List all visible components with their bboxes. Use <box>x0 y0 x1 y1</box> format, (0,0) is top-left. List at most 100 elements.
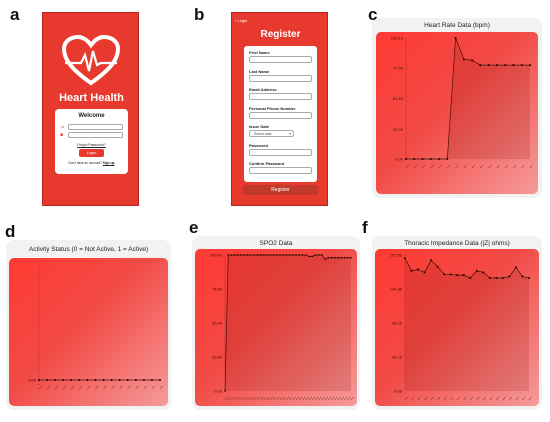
login-screen: Heart Health Welcome ☺ ■ Forgot Password… <box>42 12 139 206</box>
x-tick-mark <box>347 396 351 401</box>
x-tick-mark <box>257 396 260 401</box>
data-point <box>421 158 424 160</box>
x-tick-mark <box>463 164 467 169</box>
x-tick-mark <box>240 396 244 401</box>
x-tick-mark <box>496 164 500 169</box>
x-tick-mark <box>266 396 270 401</box>
date-placeholder: Select date <box>254 132 272 136</box>
no-account-text: Don't have an account? <box>68 161 102 165</box>
data-point <box>324 258 326 260</box>
data-point <box>94 379 97 381</box>
data-point <box>410 269 413 272</box>
data-point <box>501 276 504 279</box>
y-tick-label: 77.33 <box>393 66 404 71</box>
x-tick-mark <box>505 164 508 169</box>
data-point <box>482 271 485 274</box>
field-label: Personal Phone Number <box>249 105 296 111</box>
data-point <box>495 64 498 67</box>
x-tick-mark <box>135 385 139 390</box>
spo2-title: SPO2 Data <box>259 240 293 247</box>
x-tick-mark <box>321 396 325 401</box>
x-tick-mark <box>344 396 348 401</box>
login-button[interactable]: Login <box>79 149 104 157</box>
input-field[interactable] <box>249 111 312 119</box>
y-tick-label: 144.39 <box>390 286 403 291</box>
input-field[interactable] <box>249 93 312 100</box>
x-tick-mark <box>315 396 319 401</box>
x-tick-mark <box>79 385 83 390</box>
x-tick-mark <box>480 164 484 169</box>
x-tick-mark <box>471 164 475 169</box>
x-tick-mark <box>455 164 459 169</box>
username-field[interactable] <box>68 124 123 130</box>
panel-label-e: e <box>189 218 199 237</box>
x-tick-mark <box>38 385 42 390</box>
series-line <box>224 254 351 392</box>
data-point <box>240 254 242 256</box>
input-field[interactable] <box>249 167 312 174</box>
thoracic-title: Thoracic Impedance Data (|Z| ohms) <box>404 240 510 247</box>
x-tick-mark <box>54 385 58 390</box>
x-tick-mark <box>324 396 328 401</box>
data-point <box>508 275 511 278</box>
input-field[interactable] <box>249 74 312 82</box>
x-tick-mark <box>522 396 526 401</box>
back-link[interactable]: ‹ Login <box>235 18 247 23</box>
x-tick-mark <box>414 164 417 169</box>
app-name: Heart Health <box>59 92 124 104</box>
data-point <box>512 64 515 67</box>
data-point <box>295 254 297 256</box>
data-point <box>126 379 129 381</box>
series-line <box>404 258 530 279</box>
x-tick-mark <box>331 396 335 401</box>
y-tick-label: 0.00 <box>214 389 223 394</box>
x-tick-mark <box>111 385 115 390</box>
data-point <box>413 158 416 160</box>
x-tick-mark <box>334 396 338 401</box>
x-tick-mark <box>424 396 428 401</box>
data-point <box>301 254 304 256</box>
data-point <box>38 379 40 381</box>
y-tick-label: 25.20 <box>393 127 404 132</box>
data-point <box>514 266 517 269</box>
x-tick-mark <box>430 396 434 401</box>
data-point <box>438 158 441 160</box>
field-label: Last Name <box>249 68 270 74</box>
data-point <box>479 64 482 67</box>
register-button[interactable]: Register <box>243 185 318 195</box>
data-point <box>430 259 433 262</box>
x-tick-mark <box>286 396 290 401</box>
welcome-heading: Welcome <box>78 113 105 119</box>
x-tick-mark <box>483 396 487 401</box>
data-point <box>337 256 339 259</box>
date-picker[interactable]: Select date ▾ <box>249 130 294 137</box>
x-tick-mark <box>292 396 296 401</box>
data-point <box>279 254 281 256</box>
x-tick-mark <box>438 164 442 169</box>
activity-panel: Activity Status (0 = Not Active, 1 = Act… <box>6 240 171 410</box>
field-label: First Name <box>249 50 270 55</box>
x-tick-mark <box>247 396 251 401</box>
x-tick-mark <box>496 396 500 401</box>
y-tick-label: 51.55 <box>393 96 404 101</box>
forgot-password-link[interactable]: Forgot Password? <box>77 143 106 147</box>
data-point <box>233 254 236 256</box>
password-field[interactable] <box>68 132 123 138</box>
x-tick-mark <box>103 385 107 390</box>
data-point <box>62 379 65 381</box>
data-point <box>321 254 323 256</box>
series-area <box>406 38 530 159</box>
signup-link[interactable]: Sign up <box>102 161 115 165</box>
heart-rate-panel: Heart Rate Data (bpm) 0.00 25.20 51.55 77.3… <box>372 18 542 198</box>
y-tick-label: 100.00 <box>210 253 223 258</box>
input-field[interactable] <box>249 148 312 156</box>
x-tick-mark <box>159 385 163 390</box>
x-tick-mark <box>447 164 451 169</box>
activity-title: Activity Status (0 = Not Active, 1 = Act… <box>28 246 149 253</box>
x-tick-mark <box>515 396 519 401</box>
x-tick-mark <box>151 385 155 390</box>
y-tick-label: 75.00 <box>212 287 223 292</box>
data-point <box>262 254 265 256</box>
input-field[interactable] <box>249 56 312 63</box>
x-tick-mark <box>231 396 235 401</box>
